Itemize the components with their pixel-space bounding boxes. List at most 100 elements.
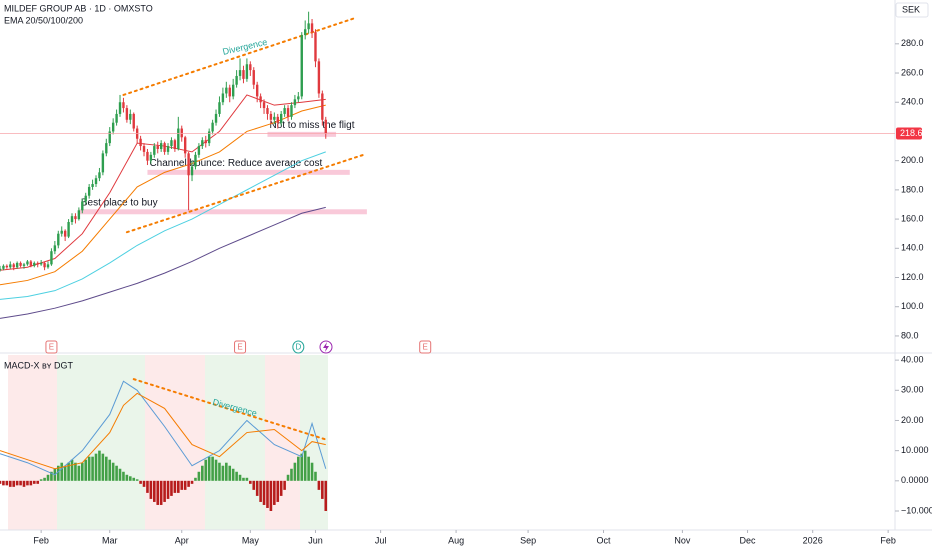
candle-body [50, 251, 53, 265]
histogram-bar [228, 465, 232, 481]
histogram-bar [67, 462, 70, 481]
candle-body [290, 105, 293, 117]
x-tick-label: May [242, 535, 260, 545]
ema-line [0, 206, 326, 319]
candle-body [273, 116, 276, 120]
histogram-bar [173, 480, 177, 493]
histogram-bar [180, 480, 184, 490]
x-tick-label: Jul [375, 535, 387, 545]
candle-body [149, 154, 153, 161]
candle-body [245, 64, 249, 79]
candle-body [194, 154, 197, 167]
candle-body [207, 131, 211, 144]
histogram-bar [105, 456, 108, 481]
candle-body [283, 108, 286, 114]
zone-label: Best place to buy [81, 197, 158, 208]
y-tick-label: 280.0 [901, 38, 924, 48]
candle-body [111, 122, 115, 132]
event-label: E [423, 343, 428, 352]
histogram-bar [146, 480, 149, 493]
x-tick-label: Oct [597, 535, 612, 545]
y2-tick-label: 20.00 [901, 415, 924, 425]
event-icon [234, 340, 247, 354]
histogram-bar [242, 477, 245, 481]
y-tick-label: 120.0 [901, 272, 924, 282]
histogram-bar [118, 468, 122, 481]
bear-zone [145, 355, 205, 530]
trendline [122, 16, 358, 96]
histogram-bar [170, 480, 173, 496]
candle-body [9, 264, 12, 268]
histogram-bar [115, 465, 118, 481]
histogram-bar [43, 477, 46, 481]
histogram-bar [60, 462, 64, 481]
y2-tick-label: 40.00 [901, 355, 924, 365]
candle-body [310, 23, 314, 33]
histogram-bar [187, 480, 190, 487]
histogram-bar [98, 450, 101, 481]
candle-body [201, 140, 204, 147]
histogram-bar [307, 456, 310, 481]
candle-body [159, 143, 163, 149]
candle-body [60, 230, 63, 234]
candle-body [70, 216, 74, 223]
trendline [125, 153, 365, 234]
histogram-bar [94, 453, 98, 481]
ema-line [0, 151, 326, 300]
candle-body [101, 153, 105, 173]
candle-body [180, 128, 183, 138]
histogram-bar [56, 465, 60, 481]
histogram-bar [321, 480, 324, 499]
histogram-bar [238, 474, 242, 481]
candle-body [12, 264, 15, 268]
histogram-bar [276, 480, 280, 502]
histogram-bar [36, 480, 40, 484]
candle-body [132, 113, 135, 129]
histogram-bar [252, 480, 256, 490]
macd-line [0, 392, 326, 470]
currency: SEK [902, 4, 920, 14]
candle-body [252, 70, 255, 85]
y-tick-label: 240.0 [901, 97, 924, 107]
candle-body [183, 137, 187, 154]
histogram-bar [214, 459, 218, 481]
y-tick-label: 140.0 [901, 243, 924, 253]
histogram-bar [211, 456, 214, 481]
candle-body [146, 151, 149, 161]
candle-body [324, 119, 327, 134]
candle-body [53, 245, 57, 252]
histogram-bar [91, 456, 94, 481]
histogram-bar [142, 480, 146, 487]
histogram-bar [255, 480, 259, 496]
candle-body [238, 70, 242, 76]
histogram-bar [122, 471, 125, 481]
y2-tick-label: 30.00 [901, 385, 924, 395]
histogram-bar [139, 480, 142, 484]
zone [267, 131, 337, 137]
candle-body [15, 262, 19, 268]
x-tick-label: Nov [674, 535, 691, 545]
candle-body [314, 32, 317, 62]
candle-body [0, 268, 2, 271]
candle-body [29, 261, 33, 266]
histogram-bar [314, 471, 317, 481]
zone-label: Channel bounce: Reduce average cost [149, 158, 322, 169]
candle-body [74, 216, 77, 220]
currency-box[interactable] [895, 2, 929, 18]
event-icon [419, 340, 432, 354]
candle-body [77, 210, 81, 220]
candle-body [300, 35, 303, 97]
histogram-bar [197, 471, 201, 481]
zone-label: Not to miss the fligt [269, 120, 354, 131]
histogram-bar [2, 480, 5, 486]
candle-body [225, 87, 228, 94]
y2-tick-label: −10.000 [901, 505, 932, 515]
x-tick-label: Mar [102, 535, 118, 545]
lightning-icon[interactable] [319, 340, 333, 354]
histogram-bar [300, 453, 304, 481]
candle-body [98, 172, 101, 179]
x-tick-label: Jun [308, 535, 323, 545]
histogram-bar [310, 462, 314, 481]
candle-body [293, 99, 297, 106]
zone [78, 209, 367, 215]
